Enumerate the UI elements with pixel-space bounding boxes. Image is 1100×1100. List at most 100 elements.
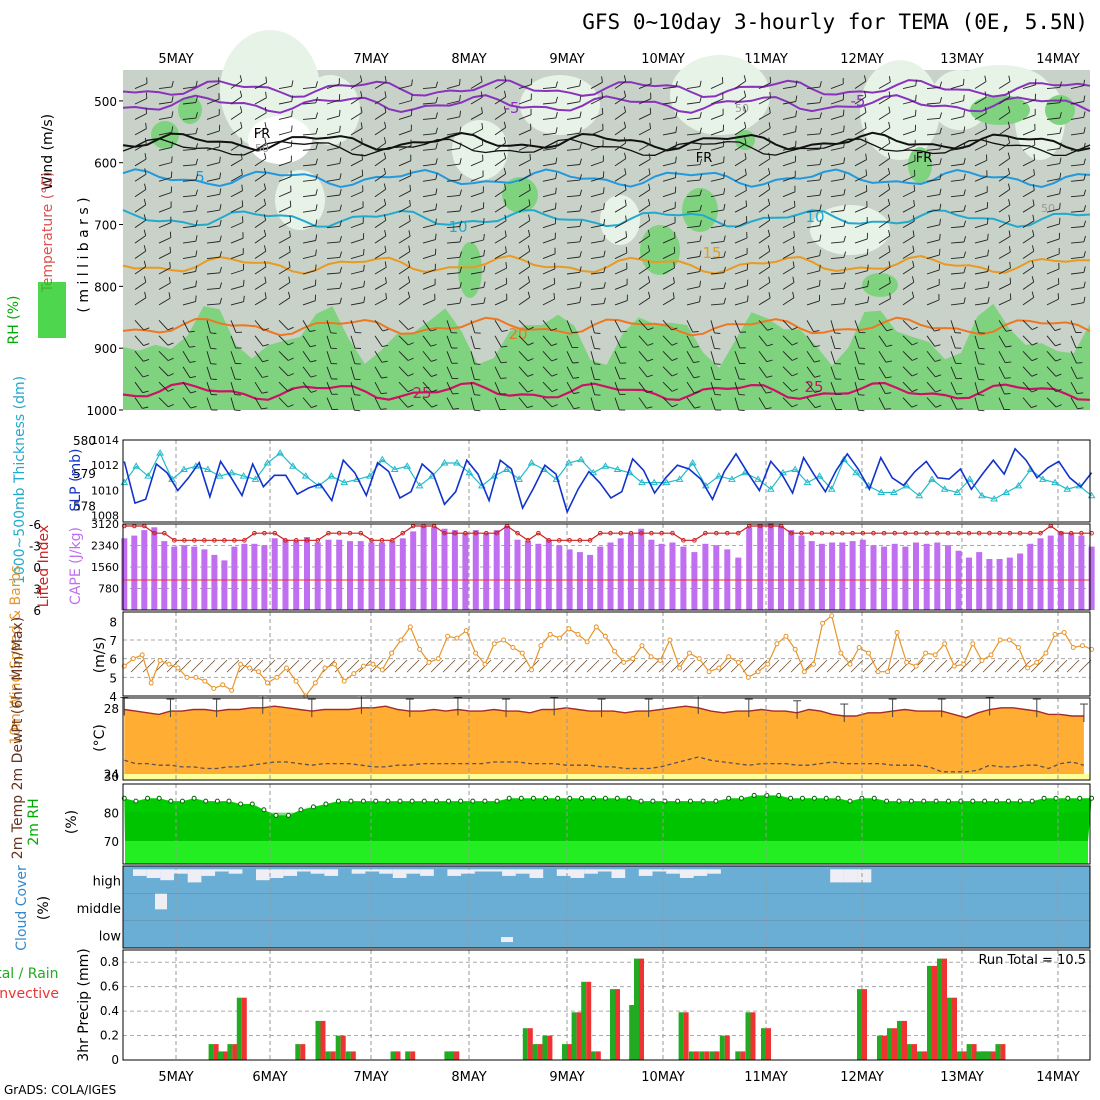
- wind-speed-marker: [148, 680, 154, 686]
- wind-barb-flag: [555, 142, 558, 149]
- precip-total-bar: [390, 1051, 396, 1060]
- wind-barb-flag: [219, 172, 222, 179]
- wind-barb-flag: [291, 95, 294, 102]
- wind-barb: [902, 160, 916, 167]
- wind-barb: [782, 366, 793, 377]
- wind-barb-flag: [1083, 235, 1086, 242]
- wind-barb-flag: [262, 359, 269, 363]
- lifted-index-marker: [283, 538, 288, 543]
- cloud-high-gap: [679, 869, 694, 878]
- wind-barb: [926, 381, 936, 393]
- wind-speed-marker: [783, 633, 789, 639]
- wind-barb-flag: [819, 189, 822, 196]
- wind-barb: [950, 366, 957, 379]
- wind-barb-flag: [939, 233, 941, 240]
- wind-barb: [326, 382, 333, 395]
- wind-barb: [638, 204, 651, 213]
- lifted-index-marker: [638, 530, 644, 536]
- precip-convective-bar: [1000, 1044, 1006, 1060]
- lifted-index-marker: [232, 538, 237, 543]
- wind-barb: [1046, 148, 1060, 151]
- thickness-tick-label: 580: [73, 434, 96, 448]
- wind-barb-flag: [555, 202, 557, 209]
- cape-bar: [1078, 535, 1085, 610]
- wind-barb-flag: [361, 138, 363, 145]
- wind-barb-flag: [219, 297, 223, 304]
- wind-barb: [974, 175, 988, 182]
- wind-speed-marker: [847, 661, 853, 667]
- wind-speed-marker: [792, 646, 798, 652]
- wind-barb: [302, 366, 312, 378]
- wind-barb-flag: [815, 405, 822, 409]
- surface-wind-barb: [934, 659, 948, 673]
- lifted-index-marker: [618, 530, 624, 536]
- wind-barb: [254, 250, 267, 259]
- wind-barb-flag: [884, 408, 891, 410]
- wind-barb-flag: [504, 230, 507, 237]
- wind-barb: [734, 127, 747, 136]
- wind-barb: [158, 381, 169, 392]
- thickness-marker: [852, 468, 860, 476]
- wind-barb-flag: [261, 391, 268, 394]
- precip-total-bar: [907, 1044, 912, 1060]
- wind-barb: [758, 397, 767, 410]
- cloud-high-gap: [584, 869, 598, 874]
- precip-convective-bar: [962, 1051, 967, 1060]
- wind-barb-flag: [289, 200, 292, 207]
- wind-barb-flag: [339, 235, 342, 243]
- wind-barb: [686, 271, 700, 275]
- wind-barb-flag: [647, 245, 651, 252]
- wind-axis-title: Wind (m/s): [40, 114, 56, 190]
- wind-barb: [542, 208, 556, 213]
- wind-barb: [1070, 335, 1077, 348]
- wind-barb-flag: [263, 229, 267, 236]
- wind-speed-marker: [445, 633, 451, 639]
- wind-barb: [206, 146, 220, 151]
- thickness-tick-label: 579: [73, 467, 96, 481]
- lifted-index-marker: [703, 530, 708, 536]
- wind-barb: [542, 102, 556, 105]
- precip-tick-label: 0.8: [100, 955, 119, 969]
- wind-speed-marker: [951, 663, 957, 669]
- wind-barb-flag: [939, 173, 942, 180]
- wind-barb-flag: [647, 198, 651, 206]
- wind-barb: [638, 174, 651, 182]
- wind-speed-marker: [360, 663, 366, 669]
- wind-barb: [518, 84, 532, 89]
- precip-convective-bar: [932, 965, 937, 1060]
- wind-barb: [902, 85, 916, 89]
- rh-marker: [494, 798, 500, 804]
- wind-barb: [590, 176, 604, 182]
- precip-total-bar: [719, 1035, 725, 1060]
- wind-barb: [350, 112, 363, 120]
- wind-barb: [662, 282, 675, 290]
- wind-speed-marker: [293, 678, 299, 684]
- wind-barb-flag: [1083, 127, 1086, 134]
- wind-barb-flag: [867, 296, 870, 303]
- wind-barb: [590, 145, 604, 151]
- wind-barb: [662, 297, 675, 306]
- wind-barb: [662, 237, 676, 244]
- wind-barb-flag: [315, 81, 318, 88]
- wind-barb-flag: [699, 250, 702, 257]
- cape-bar: [669, 542, 676, 610]
- wind-barb: [182, 148, 196, 151]
- wind-barb: [638, 335, 648, 346]
- wind-barb-flag: [474, 347, 481, 350]
- wind-barb: [422, 254, 436, 259]
- wind-barb-flag: [339, 125, 341, 132]
- wind-barb-flag: [430, 359, 437, 362]
- precip-convective-bar: [714, 1051, 720, 1060]
- precip-convective-bar: [942, 958, 947, 1060]
- wind-barb: [470, 81, 483, 89]
- wind-barb-flag: [579, 281, 582, 288]
- wind-barb: [758, 266, 771, 275]
- cape-bar: [431, 527, 438, 610]
- wind-barb: [998, 351, 1006, 363]
- precip-total-bar: [236, 997, 242, 1060]
- wind-barb-flag: [699, 295, 701, 302]
- precip-convective-bar: [350, 1051, 356, 1060]
- cloud-high-gap: [556, 869, 571, 876]
- wind-barb: [254, 351, 263, 363]
- thickness-marker: [203, 465, 212, 473]
